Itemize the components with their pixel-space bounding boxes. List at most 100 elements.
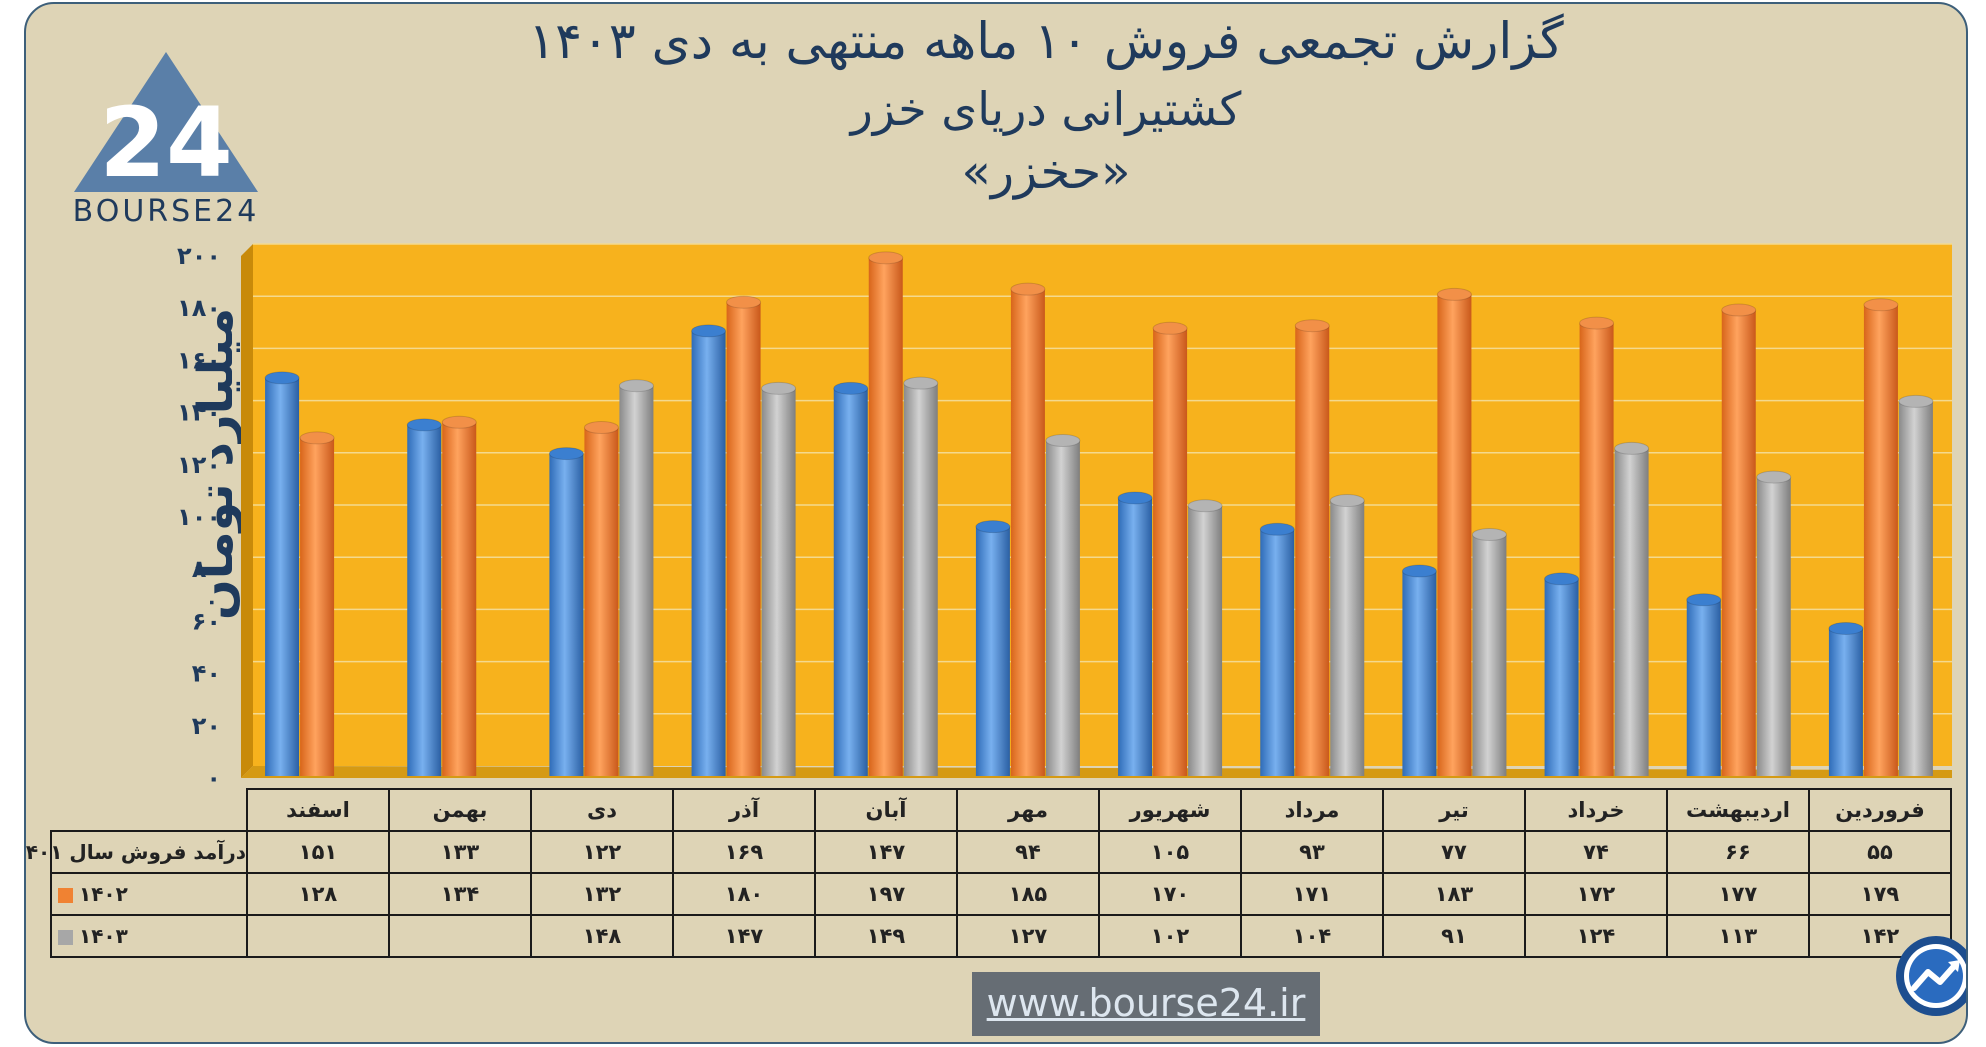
logo-mark: 24 <box>99 87 233 194</box>
bar-1-3 <box>1437 294 1472 776</box>
table-row: درآمد فروش سال ۱۴۰۱۱۵۱۱۳۳۱۲۲۱۶۹۱۴۷۹۴۱۰۵۹… <box>26 830 1952 874</box>
bar-cap-0-7 <box>833 381 869 395</box>
bar-cap-2-7 <box>903 376 939 390</box>
category-label: تیر <box>1382 788 1526 832</box>
bar-0-5 <box>1118 497 1153 776</box>
bar-cap-2-0 <box>1898 394 1934 408</box>
plot-floor <box>241 766 1952 778</box>
data-label: ۱۷۷ <box>1666 872 1810 916</box>
y-tick-label: ۰ <box>206 764 221 792</box>
legend-swatch <box>58 930 73 945</box>
category-label: دی <box>530 788 674 832</box>
data-label: ۱۰۵ <box>1098 830 1242 874</box>
bar-cap-0-8 <box>691 324 727 338</box>
y-tick-label: ۸۰ <box>192 555 221 583</box>
bar-0-9 <box>549 453 584 776</box>
data-label: ۱۸۰ <box>672 872 816 916</box>
bar-cap-0-11 <box>264 371 300 385</box>
category-label: خرداد <box>1524 788 1668 832</box>
data-label: ۱۳۳ <box>388 830 532 874</box>
data-label: ۵۵ <box>1808 830 1952 874</box>
data-label: ۱۰۲ <box>1098 914 1242 958</box>
data-label: ۶۶ <box>1666 830 1810 874</box>
bar-2-2 <box>1614 448 1649 776</box>
legend-swatch <box>58 888 73 903</box>
bar-0-7 <box>833 388 868 776</box>
plot-side-wall <box>241 244 253 778</box>
bar-2-6 <box>1045 440 1080 776</box>
bar-cap-0-3 <box>1401 564 1437 578</box>
bar-cap-0-1 <box>1686 593 1722 607</box>
category-label: فروردین <box>1808 788 1952 832</box>
bar-cap-2-2 <box>1614 441 1650 455</box>
bar-2-4 <box>1330 500 1365 776</box>
bar-1-5 <box>1153 328 1188 776</box>
category-label: اردیبهشت <box>1666 788 1810 832</box>
data-label: ۱۲۴ <box>1524 914 1668 958</box>
bar-2-8 <box>761 388 796 776</box>
bar-2-7 <box>903 383 938 776</box>
bar-cap-2-3 <box>1471 527 1507 541</box>
bar-0-2 <box>1544 578 1579 776</box>
category-label: بهمن <box>388 788 532 832</box>
bar-cap-0-9 <box>548 447 584 461</box>
bar-cap-2-4 <box>1329 494 1365 508</box>
bar-1-6 <box>1010 289 1045 776</box>
chart-subtitle-company: کشتیرانی دریای خزر <box>850 82 1242 136</box>
y-tick-label: ۴۰ <box>192 660 221 688</box>
bar-1-9 <box>584 427 619 776</box>
category-label: آذر <box>672 788 816 832</box>
data-label: ۱۴۹ <box>814 914 958 958</box>
category-label: مرداد <box>1240 788 1384 832</box>
bar-0-10 <box>407 424 442 776</box>
chart-frame: 24 BOURSE24 گزارش تجمعی فروش ۱۰ ماهه منت… <box>24 2 1968 1044</box>
category-label: مهر <box>956 788 1100 832</box>
category-label: آبان <box>814 788 958 832</box>
bar-cap-1-0 <box>1863 298 1899 312</box>
data-label <box>388 914 532 958</box>
data-label: ۱۷۹ <box>1808 872 1952 916</box>
bar-cap-0-0 <box>1828 621 1864 635</box>
bar-1-4 <box>1295 325 1330 776</box>
data-label: ۱۴۷ <box>672 914 816 958</box>
bar-cap-2-6 <box>1045 434 1081 448</box>
table-row: ۱۴۰۳ ۱۴۸ ۱۴۷ ۱۴۹ ۱۲۷ ۱۰۲ ۱۰۴ ۹۱ ۱۲۴ ۱۱۳ ۱۴۲ <box>50 914 1952 958</box>
bar-cap-1-6 <box>1010 282 1046 296</box>
bar-cap-0-5 <box>1117 491 1153 505</box>
bar-cap-1-5 <box>1152 321 1188 335</box>
data-label: ۱۴۷ <box>814 830 958 874</box>
bar-0-6 <box>975 526 1010 776</box>
bar-cap-1-2 <box>1579 316 1615 330</box>
bar-2-5 <box>1188 505 1223 776</box>
data-label: ۱۶۹ <box>672 830 816 874</box>
y-tick-label: ۱۸۰ <box>177 294 221 322</box>
bar-cap-0-10 <box>406 418 442 432</box>
data-label: ۱۷۰ <box>1098 872 1242 916</box>
data-label: ۷۴ <box>1524 830 1668 874</box>
series-name: ۱۴۰۲ <box>79 882 128 906</box>
table-corner <box>51 789 248 832</box>
bar-cap-1-4 <box>1294 319 1330 333</box>
data-label: ۱۳۴ <box>388 872 532 916</box>
chart-title: گزارش تجمعی فروش ۱۰ ماهه منتهی به دی ۱۴۰… <box>528 12 1564 70</box>
bar-cap-0-4 <box>1259 522 1295 536</box>
series-name: ۱۴۰۳ <box>79 924 128 948</box>
trend-logo-icon <box>1896 936 1966 1016</box>
bar-2-1 <box>1756 477 1791 776</box>
bar-1-2 <box>1579 323 1614 776</box>
bar-cap-2-9 <box>618 379 654 393</box>
bar-1-7 <box>868 257 903 776</box>
bar-cap-2-8 <box>761 381 797 395</box>
logo-text: BOURSE24 <box>72 194 260 229</box>
bar-0-11 <box>265 377 300 776</box>
bar-cap-1-11 <box>299 431 335 445</box>
y-tick-label: ۲۰ <box>192 712 221 740</box>
data-label: ۱۴۸ <box>530 914 674 958</box>
bar-cap-0-2 <box>1544 572 1580 586</box>
data-label: ۱۱۳ <box>1666 914 1810 958</box>
data-label: ۱۴۲ <box>1808 914 1952 958</box>
website-link[interactable]: www.bourse24.ir <box>972 972 1320 1036</box>
data-label: ۱۹۷ <box>814 872 958 916</box>
